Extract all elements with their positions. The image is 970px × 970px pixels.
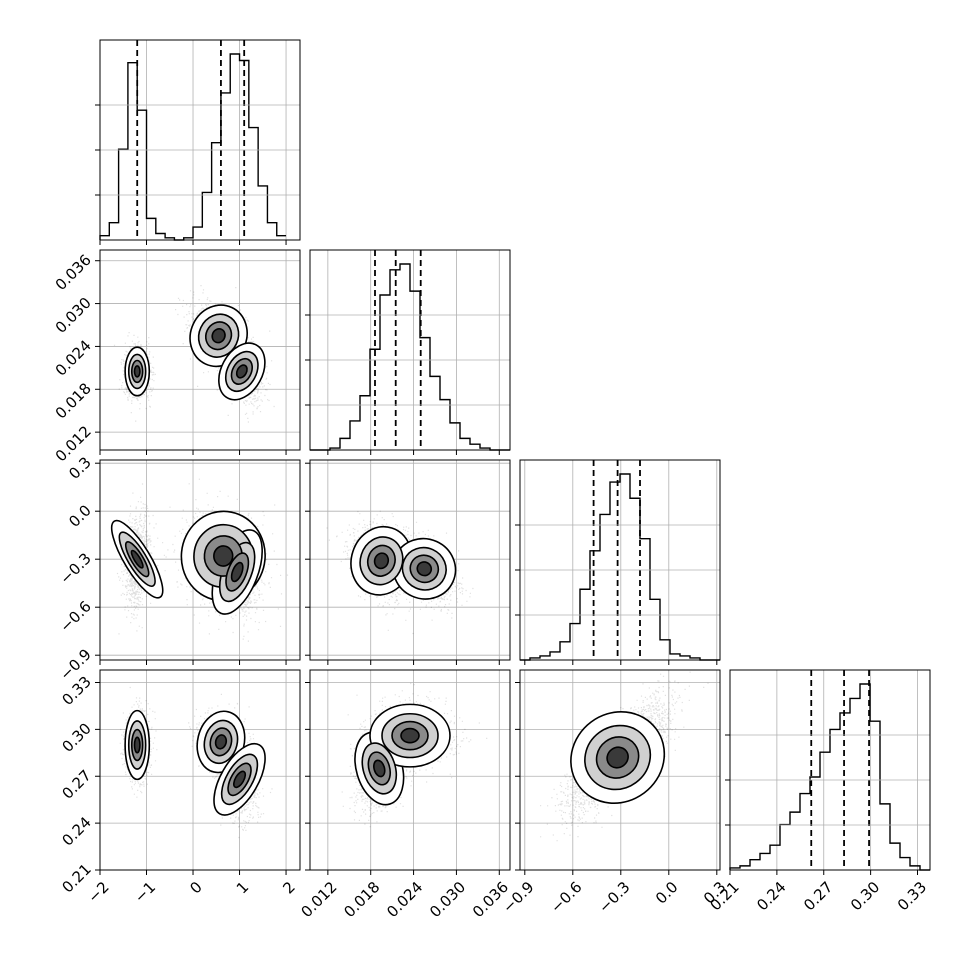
- y-tick-label: 0.018: [52, 379, 95, 422]
- panels-layer: 0.21 0.24 0.27 0.30 0.330.0120.0180.0240.030…: [52, 39, 931, 921]
- histogram-step: [99, 53, 287, 241]
- contour: [230, 561, 244, 583]
- y-tick-label: 0.024: [52, 337, 95, 380]
- histogram-step: [729, 683, 930, 871]
- y-tick-label: 0.0: [65, 501, 95, 531]
- y-tick-label: 0.036: [52, 251, 95, 294]
- scatter-points: [540, 670, 709, 842]
- x-tick-label: 0.33: [894, 878, 930, 914]
- panel-frame: [99, 249, 301, 451]
- panel-frame: [99, 459, 301, 661]
- histogram-panel: 0.21 0.24 0.27 0.30 0.33: [706, 669, 931, 914]
- y-tick-label: −0.3: [56, 549, 94, 587]
- histogram-panel: [95, 39, 301, 245]
- panel-frame: [729, 669, 931, 871]
- scatter-points: [326, 510, 474, 635]
- scatter-panel: −2 −1 0 1 20.210.240.270.300.33: [58, 669, 301, 906]
- y-tick-label: −0.6: [56, 597, 94, 635]
- scatter-points: [110, 478, 289, 642]
- y-tick-label: 0.24: [58, 813, 94, 849]
- contour: [235, 364, 248, 379]
- panel-frame: [99, 39, 301, 241]
- histogram-step: [520, 473, 720, 661]
- panel-frame: [309, 669, 511, 871]
- scatter-points: [119, 686, 273, 839]
- y-tick-label: 0.30: [58, 719, 94, 755]
- scatter-panel: [305, 459, 511, 665]
- contour: [416, 561, 433, 577]
- panel-frame: [99, 669, 301, 871]
- x-tick-label: −1: [131, 878, 159, 906]
- contour: [214, 734, 228, 750]
- x-tick-label: 2: [279, 878, 298, 897]
- y-tick-label: 0.012: [52, 422, 95, 465]
- histogram-step: [310, 263, 510, 451]
- scatter-points: [341, 682, 488, 828]
- contour: [133, 736, 141, 754]
- contour: [232, 770, 247, 789]
- x-tick-label: 0.012: [298, 878, 341, 921]
- x-tick-label: 0.24: [753, 878, 789, 914]
- x-tick-label: 1: [233, 878, 252, 897]
- contour: [213, 545, 234, 567]
- y-tick-label: 0.030: [52, 294, 95, 337]
- panel-frame: [519, 459, 721, 661]
- x-tick-label: 0.018: [340, 878, 383, 921]
- y-tick-label: 0.27: [58, 766, 94, 802]
- panel-frame: [309, 249, 511, 451]
- x-tick-label: 0.024: [383, 878, 426, 921]
- contour: [211, 328, 226, 344]
- panel-frame: [309, 459, 511, 661]
- histogram-panel: [305, 249, 511, 455]
- x-tick-label: −2: [84, 878, 112, 906]
- x-tick-label: −0.3: [595, 878, 633, 916]
- x-tick-label: 0.30: [847, 878, 883, 914]
- scatter-panel: −0.9−0.6−0.30.00.3: [56, 453, 301, 684]
- scatter-points: [113, 285, 275, 423]
- x-tick-label: −0.6: [547, 878, 585, 916]
- x-tick-label: 0.27: [800, 878, 836, 914]
- x-tick-label: 0.0: [652, 878, 682, 908]
- contour: [133, 365, 141, 378]
- contour: [606, 746, 629, 769]
- contour: [373, 552, 390, 570]
- x-tick-label: 0: [186, 878, 205, 897]
- contour: [400, 727, 420, 744]
- contour: [373, 759, 386, 778]
- histogram-panel: [515, 459, 721, 665]
- panel-frame: [519, 669, 721, 871]
- contour: [130, 549, 144, 569]
- x-tick-label: 0.030: [426, 878, 469, 921]
